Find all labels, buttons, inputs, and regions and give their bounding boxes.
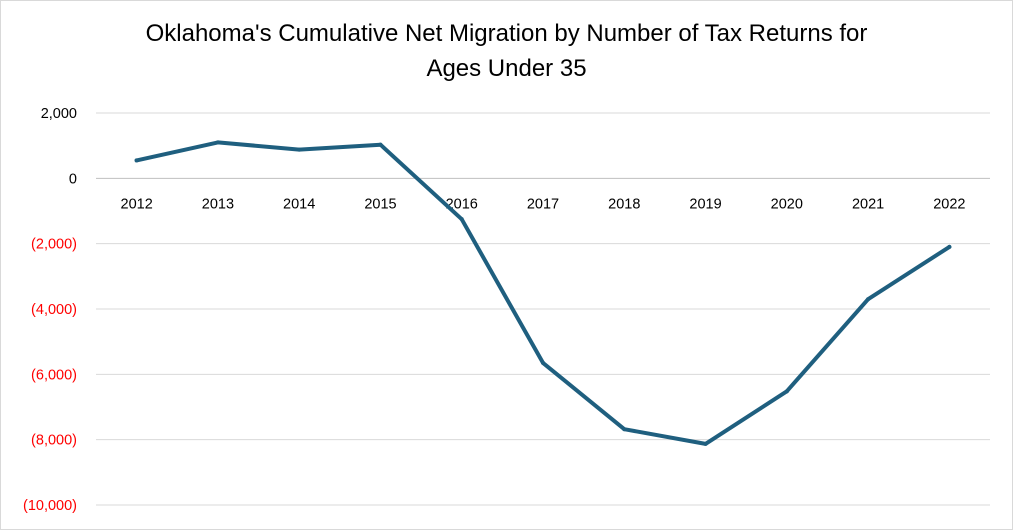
x-axis-tick-labels: 2012 2013 2014 2015 2016 2017 2018 2019 2020 2021… (121, 196, 966, 212)
chart-title: Oklahoma's Cumulative Net Migration by N… (0, 16, 1013, 86)
x-tick-label: 2021 (852, 196, 884, 212)
y-tick-label: (6,000) (31, 367, 77, 383)
data-point (459, 217, 464, 222)
x-tick-label: 2015 (364, 196, 396, 212)
data-point (622, 427, 627, 432)
x-tick-label: 2012 (121, 196, 153, 212)
series (134, 140, 952, 446)
data-point (541, 360, 545, 365)
data-point (215, 140, 220, 145)
x-tick-label: 2017 (527, 196, 559, 212)
y-tick-label: (10,000) (23, 498, 77, 514)
data-point (297, 147, 302, 152)
x-tick-label: 2019 (689, 196, 721, 212)
x-tick-label: 2018 (608, 196, 640, 212)
chart-title-line-2: Ages Under 35 (426, 55, 587, 82)
chart-title-line-1: Oklahoma's Cumulative Net Migration by N… (145, 20, 868, 47)
data-point (703, 441, 708, 446)
y-tick-label: 0 (69, 171, 77, 187)
series-line (134, 140, 952, 446)
data-point (134, 158, 139, 163)
y-tick-label: (8,000) (31, 433, 77, 449)
y-tick-label: (2,000) (31, 237, 77, 253)
data-point (784, 389, 789, 394)
data-point (378, 142, 383, 147)
data-point (947, 244, 952, 249)
data-point (866, 297, 871, 302)
x-tick-label: 2020 (771, 196, 803, 212)
y-axis-tick-labels: 2,000 0 (2,000) (4,000) (6,000) (8,000) (10,00… (23, 106, 77, 514)
x-tick-label: 2013 (202, 196, 234, 212)
y-tick-label: (4,000) (31, 302, 77, 318)
x-tick-label: 2014 (283, 196, 315, 212)
gridlines (96, 112, 990, 506)
x-tick-label: 2016 (446, 196, 478, 212)
y-tick-label: 2,000 (41, 106, 77, 122)
x-tick-label: 2022 (933, 196, 965, 212)
